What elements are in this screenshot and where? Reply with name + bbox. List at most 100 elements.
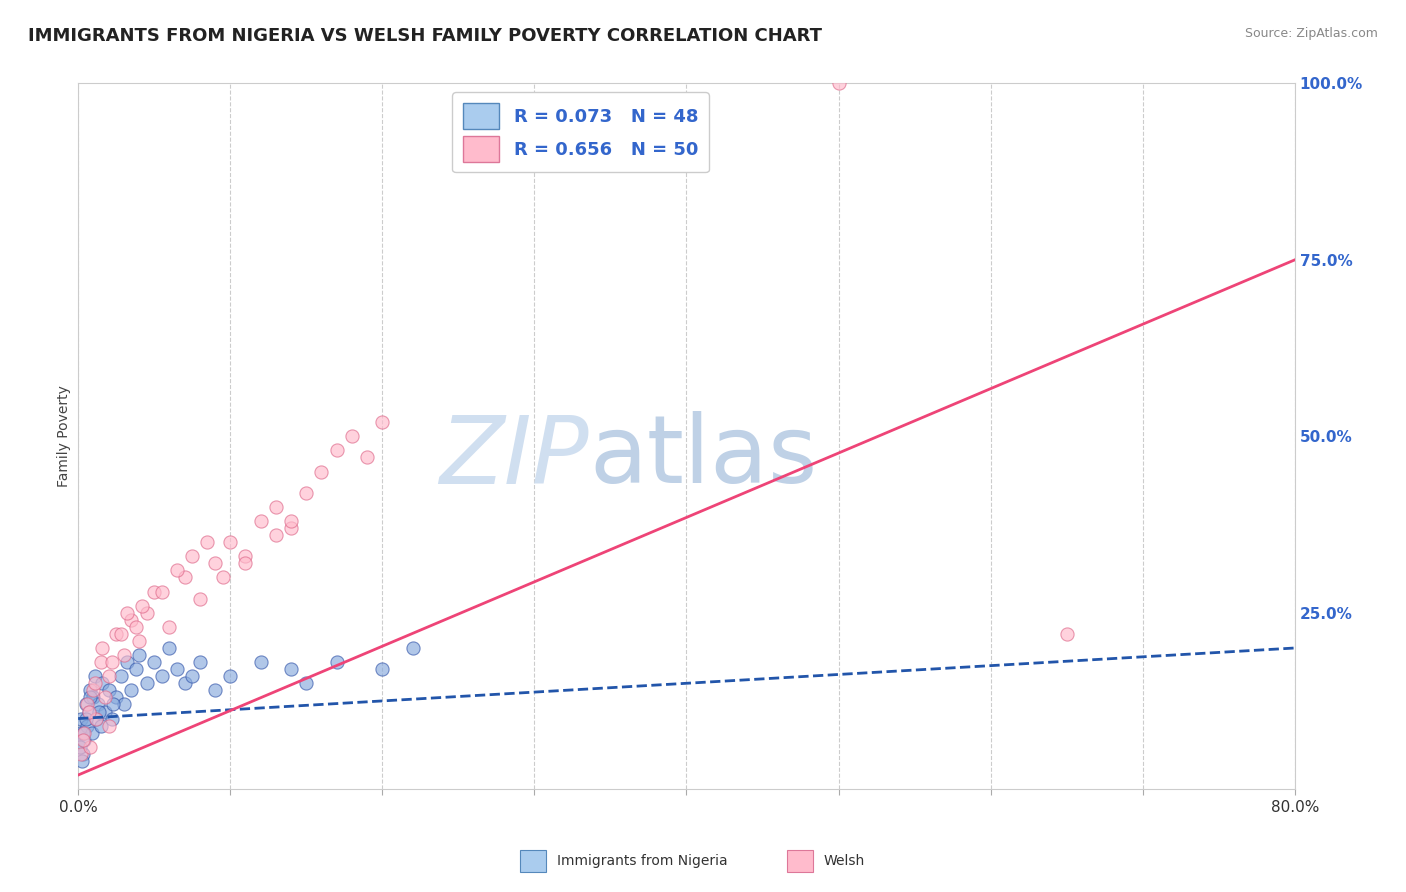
Point xyxy=(86,712,108,726)
Point xyxy=(69,739,91,754)
Point xyxy=(70,712,93,726)
Point xyxy=(94,705,117,719)
Point xyxy=(112,698,135,712)
Point xyxy=(173,570,195,584)
Point xyxy=(79,739,101,754)
Point xyxy=(70,754,93,768)
Point xyxy=(83,676,105,690)
Point xyxy=(157,640,180,655)
Text: atlas: atlas xyxy=(589,411,817,503)
Point xyxy=(219,535,242,549)
Point xyxy=(79,690,101,705)
Point xyxy=(120,683,142,698)
Text: IMMIGRANTS FROM NIGERIA VS WELSH FAMILY POVERTY CORRELATION CHART: IMMIGRANTS FROM NIGERIA VS WELSH FAMILY … xyxy=(28,27,823,45)
Point xyxy=(89,705,111,719)
Point xyxy=(135,606,157,620)
Point xyxy=(157,620,180,634)
Point xyxy=(295,676,318,690)
Point xyxy=(87,698,110,712)
Point xyxy=(77,705,100,719)
Point xyxy=(204,683,226,698)
Point xyxy=(100,655,122,669)
Point xyxy=(69,725,91,739)
Point xyxy=(125,662,148,676)
Point xyxy=(97,669,120,683)
Legend: R = 0.073   N = 48, R = 0.656   N = 50: R = 0.073 N = 48, R = 0.656 N = 50 xyxy=(453,93,709,172)
Point xyxy=(100,712,122,726)
Point xyxy=(143,584,166,599)
Point xyxy=(115,655,138,669)
Point xyxy=(125,620,148,634)
Point xyxy=(219,669,242,683)
Text: Source: ZipAtlas.com: Source: ZipAtlas.com xyxy=(1244,27,1378,40)
Point xyxy=(166,662,188,676)
Point xyxy=(264,528,287,542)
Point xyxy=(827,77,849,91)
Point xyxy=(135,676,157,690)
Point xyxy=(128,648,150,662)
Point xyxy=(131,599,153,613)
Point xyxy=(120,613,142,627)
Point xyxy=(150,584,173,599)
Point xyxy=(70,747,93,761)
Point xyxy=(76,712,98,726)
Point xyxy=(73,732,96,747)
Point xyxy=(371,662,394,676)
Point xyxy=(97,683,120,698)
Point xyxy=(173,676,195,690)
Point xyxy=(82,690,104,705)
Point xyxy=(97,718,120,732)
Point xyxy=(249,514,271,528)
Point xyxy=(94,690,117,705)
Point xyxy=(280,521,302,535)
Point xyxy=(181,549,204,564)
Point xyxy=(91,676,114,690)
Point xyxy=(82,683,104,698)
Point xyxy=(110,627,132,641)
Point xyxy=(325,655,347,669)
Point xyxy=(101,698,124,712)
Point xyxy=(79,683,101,698)
Point xyxy=(72,732,94,747)
Point xyxy=(75,698,97,712)
Point xyxy=(340,429,363,443)
Point xyxy=(112,648,135,662)
Point xyxy=(371,415,394,429)
Point xyxy=(91,640,114,655)
Point xyxy=(311,465,333,479)
Point xyxy=(143,655,166,669)
Point xyxy=(402,640,425,655)
Point xyxy=(73,725,96,739)
Point xyxy=(110,669,132,683)
Text: Immigrants from Nigeria: Immigrants from Nigeria xyxy=(557,855,727,868)
Point xyxy=(166,563,188,577)
Point xyxy=(105,627,128,641)
Point xyxy=(235,549,257,564)
Point xyxy=(264,500,287,514)
Point xyxy=(295,485,318,500)
Point xyxy=(77,705,100,719)
Point xyxy=(72,747,94,761)
Point xyxy=(90,718,112,732)
Point xyxy=(105,690,128,705)
Point xyxy=(181,669,204,683)
Point xyxy=(115,606,138,620)
Y-axis label: Family Poverty: Family Poverty xyxy=(58,385,72,487)
Point xyxy=(72,725,94,739)
Text: Welsh: Welsh xyxy=(824,855,865,868)
Point xyxy=(150,669,173,683)
Point xyxy=(128,634,150,648)
Point xyxy=(83,669,105,683)
Point xyxy=(280,514,302,528)
Point xyxy=(76,698,98,712)
Point xyxy=(76,718,98,732)
Point xyxy=(188,591,211,606)
Point xyxy=(197,535,219,549)
Point xyxy=(211,570,233,584)
Text: ZIP: ZIP xyxy=(440,412,589,503)
Point xyxy=(1056,627,1078,641)
Point xyxy=(90,655,112,669)
Point xyxy=(80,725,103,739)
Point xyxy=(86,712,108,726)
Point xyxy=(204,557,226,571)
